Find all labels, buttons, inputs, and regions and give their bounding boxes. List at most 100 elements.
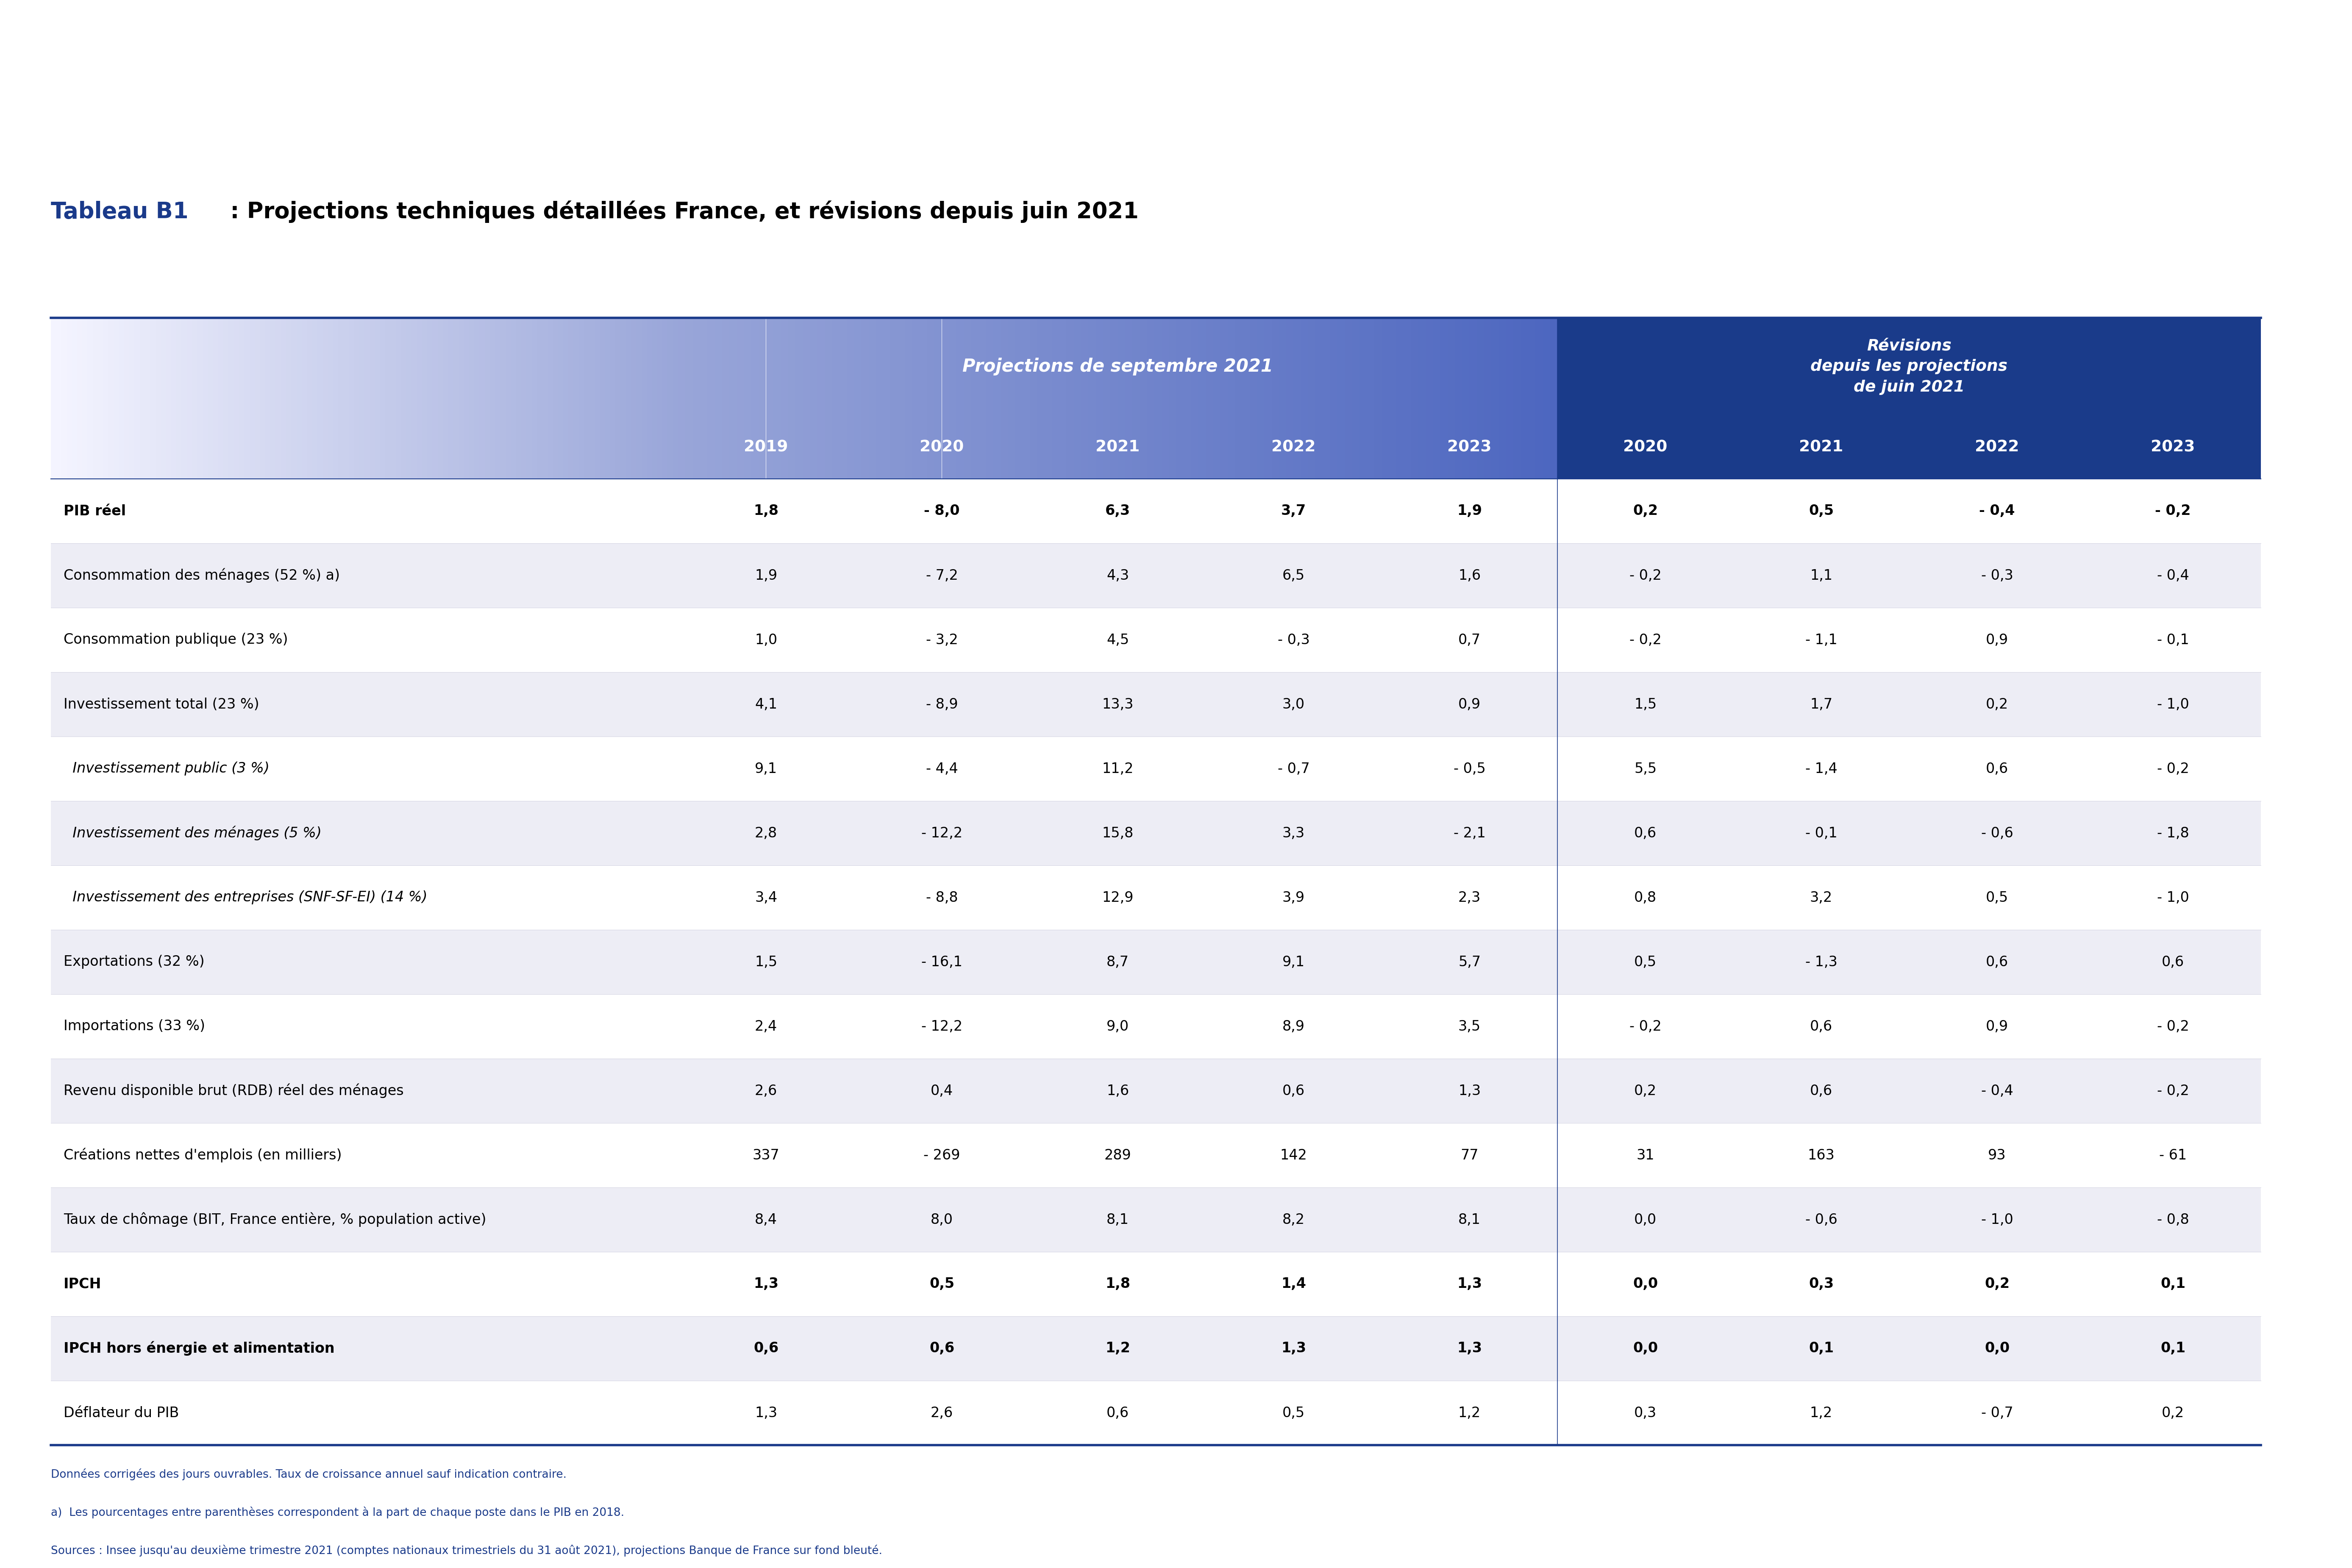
Bar [381, 318, 386, 416]
Text: - 1,0: - 1,0 [2157, 891, 2190, 905]
Bar [52, 673, 2260, 737]
Bar [489, 416, 496, 478]
Text: 0,1: 0,1 [2161, 1342, 2185, 1355]
Bar [52, 930, 2260, 994]
Bar [73, 416, 78, 478]
Bar [193, 416, 198, 478]
Text: 0,6: 0,6 [1282, 1083, 1305, 1098]
Text: 1,3: 1,3 [1282, 1342, 1305, 1355]
Bar [402, 416, 407, 478]
Bar [809, 318, 816, 416]
Text: 0,5: 0,5 [1985, 891, 2009, 905]
Bar [715, 416, 722, 478]
Bar [861, 318, 868, 416]
Text: a)  Les pourcentages entre parenthèses correspondent à la part de chaque poste d: a) Les pourcentages entre parenthèses co… [52, 1507, 623, 1518]
Bar [1131, 318, 1141, 416]
Bar [1536, 416, 1543, 478]
Bar [1446, 318, 1456, 416]
Text: 2,3: 2,3 [1458, 891, 1482, 905]
Bar [840, 318, 847, 416]
Bar [595, 416, 600, 478]
Bar [125, 318, 129, 416]
Text: Sources : Insee jusqu'au deuxième trimestre 2021 (comptes nationaux trimestriels: Sources : Insee jusqu'au deuxième trimes… [52, 1544, 882, 1557]
Bar [360, 318, 365, 416]
Bar [950, 416, 957, 478]
Bar [677, 416, 684, 478]
Bar [898, 318, 906, 416]
Bar [365, 318, 369, 416]
Bar [386, 318, 390, 416]
Bar [172, 318, 176, 416]
Bar [1176, 318, 1183, 416]
Text: 8,4: 8,4 [755, 1212, 776, 1226]
Text: 0,6: 0,6 [1105, 1406, 1129, 1421]
Bar [1016, 416, 1023, 478]
Bar [254, 318, 261, 416]
Bar [327, 416, 334, 478]
Text: 1,5: 1,5 [1635, 698, 1656, 712]
Text: 0,0: 0,0 [1632, 1342, 1658, 1355]
Text: - 1,0: - 1,0 [1980, 1212, 2013, 1226]
Text: 9,1: 9,1 [755, 762, 776, 776]
Bar [334, 318, 339, 416]
Bar [1235, 416, 1242, 478]
Bar [604, 416, 609, 478]
Text: - 8,8: - 8,8 [927, 891, 957, 905]
Bar [468, 416, 475, 478]
Bar [557, 318, 562, 416]
Bar [1214, 318, 1221, 416]
Text: 15,8: 15,8 [1103, 826, 1134, 840]
Bar [254, 416, 261, 478]
Bar [1543, 416, 1550, 478]
Bar [496, 318, 501, 416]
Text: - 0,2: - 0,2 [2157, 1083, 2190, 1098]
Text: 4,3: 4,3 [1105, 569, 1129, 582]
Bar [574, 416, 579, 478]
Text: 0,1: 0,1 [1809, 1342, 1835, 1355]
Bar [833, 318, 840, 416]
Bar [160, 318, 167, 416]
Bar [673, 416, 677, 478]
Text: - 8,9: - 8,9 [927, 698, 957, 712]
Text: - 0,1: - 0,1 [1804, 826, 1837, 840]
Bar [663, 318, 668, 416]
Text: 1,5: 1,5 [755, 955, 776, 969]
Bar [1096, 416, 1103, 478]
Bar [1367, 416, 1374, 478]
Text: 1,8: 1,8 [753, 503, 779, 517]
Bar [1037, 416, 1044, 478]
Bar [1338, 318, 1345, 416]
Text: 2021: 2021 [1799, 439, 1844, 455]
Bar [113, 416, 120, 478]
Text: Investissement public (3 %): Investissement public (3 %) [64, 762, 270, 776]
Text: 5,5: 5,5 [1635, 762, 1656, 776]
Bar [1491, 318, 1498, 416]
Bar [854, 416, 861, 478]
Text: - 0,2: - 0,2 [1630, 633, 1661, 648]
Text: 0,6: 0,6 [1985, 955, 2009, 969]
Text: 1,3: 1,3 [755, 1406, 776, 1421]
Text: - 12,2: - 12,2 [922, 826, 962, 840]
Bar [129, 416, 134, 478]
Bar [898, 416, 906, 478]
Bar [1294, 416, 1301, 478]
Bar [1512, 318, 1522, 416]
Bar [186, 318, 193, 416]
Bar [240, 318, 245, 416]
Bar [985, 416, 993, 478]
Bar [506, 318, 510, 416]
Bar [207, 318, 214, 416]
Bar [1096, 318, 1103, 416]
Text: - 0,5: - 0,5 [1454, 762, 1486, 776]
Bar [626, 318, 630, 416]
Bar [1190, 318, 1197, 416]
Bar [52, 1251, 2260, 1316]
Text: IPCH: IPCH [64, 1276, 101, 1290]
Text: Créations nettes d'emplois (en milliers): Créations nettes d'emplois (en milliers) [64, 1148, 341, 1162]
Bar [261, 416, 266, 478]
Text: Données corrigées des jours ouvrables. Taux de croissance annuel sauf indication: Données corrigées des jours ouvrables. T… [52, 1468, 567, 1480]
Bar [1404, 318, 1411, 416]
Bar [1155, 416, 1162, 478]
Text: Investissement des ménages (5 %): Investissement des ménages (5 %) [64, 826, 322, 840]
Bar [1470, 416, 1477, 478]
